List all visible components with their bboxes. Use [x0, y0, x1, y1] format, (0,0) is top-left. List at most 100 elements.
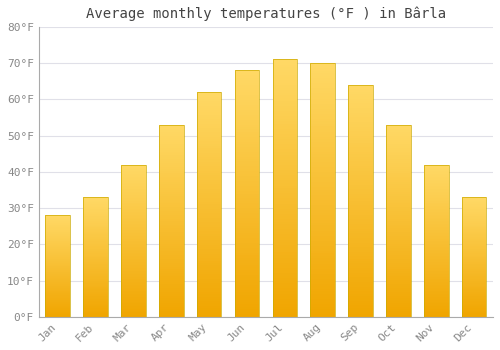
Bar: [462, 283, 486, 285]
Bar: [46, 270, 70, 271]
Bar: [386, 230, 410, 232]
Bar: [348, 259, 373, 261]
Bar: [46, 287, 70, 288]
Bar: [462, 306, 486, 307]
Bar: [462, 199, 486, 201]
Bar: [424, 257, 448, 259]
Bar: [159, 265, 184, 267]
Bar: [386, 288, 410, 290]
Bar: [424, 251, 448, 253]
Bar: [462, 216, 486, 217]
Bar: [159, 252, 184, 253]
Bar: [462, 312, 486, 313]
Bar: [424, 201, 448, 203]
Bar: [46, 266, 70, 267]
Bar: [46, 294, 70, 295]
Bar: [386, 134, 410, 136]
Bar: [310, 177, 335, 180]
Bar: [46, 279, 70, 280]
Bar: [272, 168, 297, 170]
Bar: [159, 171, 184, 173]
Bar: [386, 225, 410, 226]
Bar: [234, 191, 260, 194]
Bar: [348, 208, 373, 210]
Bar: [462, 201, 486, 202]
Bar: [348, 222, 373, 224]
Bar: [386, 263, 410, 265]
Bar: [386, 148, 410, 150]
Bar: [159, 301, 184, 303]
Bar: [310, 106, 335, 109]
Bar: [424, 234, 448, 236]
Bar: [424, 294, 448, 295]
Bar: [159, 198, 184, 199]
Bar: [462, 276, 486, 277]
Bar: [272, 237, 297, 240]
Bar: [234, 159, 260, 161]
Bar: [121, 221, 146, 222]
Bar: [234, 156, 260, 159]
Bar: [272, 75, 297, 77]
Bar: [462, 250, 486, 251]
Bar: [272, 255, 297, 258]
Bar: [159, 154, 184, 155]
Bar: [197, 162, 222, 164]
Bar: [121, 304, 146, 306]
Bar: [197, 92, 222, 317]
Bar: [159, 282, 184, 284]
Bar: [121, 315, 146, 317]
Bar: [386, 284, 410, 286]
Bar: [310, 104, 335, 106]
Bar: [386, 303, 410, 305]
Bar: [121, 189, 146, 190]
Bar: [159, 257, 184, 259]
Bar: [310, 200, 335, 203]
Bar: [348, 143, 373, 145]
Bar: [462, 246, 486, 247]
Bar: [121, 216, 146, 218]
Bar: [159, 213, 184, 215]
Bar: [386, 136, 410, 138]
Bar: [310, 205, 335, 208]
Bar: [197, 128, 222, 130]
Bar: [386, 259, 410, 261]
Bar: [386, 298, 410, 300]
Bar: [197, 218, 222, 220]
Bar: [272, 209, 297, 211]
Bar: [462, 264, 486, 265]
Bar: [386, 273, 410, 274]
Bar: [272, 229, 297, 232]
Bar: [424, 250, 448, 251]
Bar: [46, 262, 70, 263]
Bar: [462, 251, 486, 252]
Bar: [272, 211, 297, 214]
Bar: [121, 206, 146, 207]
Bar: [159, 199, 184, 202]
Bar: [84, 305, 108, 306]
Bar: [159, 173, 184, 175]
Bar: [234, 117, 260, 120]
Bar: [310, 162, 335, 164]
Bar: [386, 188, 410, 190]
Bar: [272, 294, 297, 296]
Bar: [348, 303, 373, 305]
Bar: [84, 275, 108, 276]
Bar: [197, 294, 222, 296]
Bar: [348, 287, 373, 289]
Bar: [197, 153, 222, 155]
Bar: [272, 106, 297, 108]
Bar: [462, 282, 486, 283]
Bar: [348, 236, 373, 238]
Bar: [272, 139, 297, 142]
Bar: [197, 189, 222, 191]
Bar: [84, 300, 108, 301]
Bar: [84, 304, 108, 305]
Bar: [424, 230, 448, 232]
Bar: [197, 110, 222, 112]
Bar: [121, 196, 146, 198]
Bar: [159, 229, 184, 230]
Bar: [197, 301, 222, 303]
Bar: [197, 160, 222, 162]
Bar: [84, 299, 108, 300]
Bar: [234, 216, 260, 218]
